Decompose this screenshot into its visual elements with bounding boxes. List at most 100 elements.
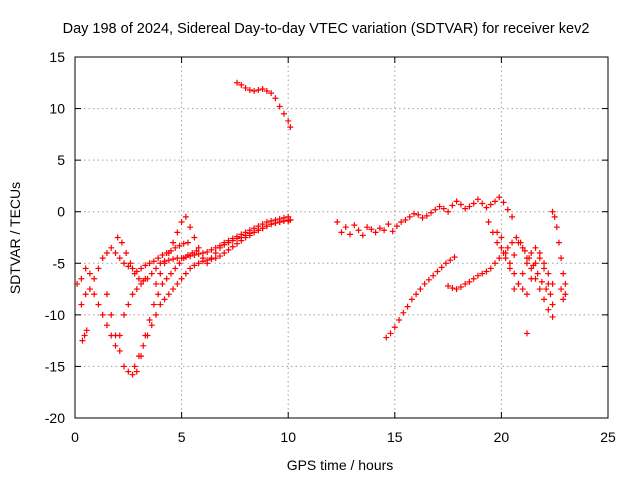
data-point: [449, 285, 456, 292]
x-tick-label: 5: [178, 429, 186, 445]
data-point: [95, 301, 102, 308]
data-point: [515, 280, 522, 287]
data-point: [172, 265, 179, 272]
data-point: [195, 244, 202, 251]
data-point: [276, 103, 283, 110]
data-point: [91, 291, 98, 298]
data-point: [549, 280, 556, 287]
data-point: [474, 196, 481, 203]
data-point: [432, 206, 439, 213]
data-point: [170, 286, 177, 293]
data-point: [457, 201, 464, 208]
data-point: [385, 221, 392, 228]
data-point: [421, 280, 428, 287]
data-point: [259, 221, 266, 228]
data-points: [74, 79, 569, 378]
data-point: [74, 280, 81, 287]
data-point: [547, 291, 554, 298]
axes: [74, 56, 609, 419]
series-trace-g: [153, 213, 292, 287]
data-point: [125, 368, 132, 375]
data-point: [376, 225, 383, 232]
data-point: [204, 248, 211, 255]
data-point: [157, 301, 164, 308]
data-point: [492, 260, 499, 267]
data-point: [216, 244, 223, 251]
data-point: [208, 255, 215, 262]
data-point: [402, 216, 409, 223]
data-point: [428, 209, 435, 216]
data-point: [541, 260, 548, 267]
x-tick-label: 0: [71, 429, 79, 445]
data-point: [129, 265, 136, 272]
data-point: [447, 257, 454, 264]
data-point: [225, 237, 232, 244]
data-point: [536, 255, 543, 262]
data-point: [153, 280, 160, 287]
data-point: [229, 243, 236, 250]
data-point: [123, 249, 130, 256]
data-point: [268, 90, 275, 97]
data-point: [182, 213, 189, 220]
series-trace-p: [523, 330, 530, 337]
data-point: [146, 317, 153, 324]
data-point: [178, 275, 185, 282]
data-point: [246, 232, 253, 239]
y-tick-label: -5: [53, 255, 66, 271]
data-point: [536, 286, 543, 293]
x-tick-label: 15: [387, 429, 403, 445]
data-point: [193, 247, 200, 254]
series-trace-j: [383, 254, 458, 341]
data-point: [500, 199, 507, 206]
data-point: [470, 275, 477, 282]
data-point: [208, 246, 215, 253]
y-axis-label: SDTVAR / TECUs: [7, 182, 23, 294]
data-point: [99, 311, 106, 318]
data-point: [133, 368, 140, 375]
data-point: [83, 327, 90, 334]
data-point: [131, 363, 138, 370]
data-point: [287, 216, 294, 223]
data-point: [150, 258, 157, 265]
data-point: [153, 311, 160, 318]
data-point: [195, 260, 202, 267]
data-point: [532, 275, 539, 282]
data-point: [263, 88, 270, 95]
data-point: [532, 260, 539, 267]
x-tick-label: 10: [280, 429, 296, 445]
data-point: [440, 205, 447, 212]
data-point: [146, 260, 153, 267]
data-point: [191, 252, 198, 259]
data-point: [138, 265, 145, 272]
data-point: [272, 216, 279, 223]
data-point: [285, 213, 292, 220]
data-point: [483, 204, 490, 211]
series-trace-o: [549, 208, 569, 303]
data-point: [396, 317, 403, 324]
data-point: [523, 260, 530, 267]
data-point: [155, 291, 162, 298]
data-point: [187, 253, 194, 260]
data-point: [234, 79, 241, 86]
data-point: [159, 252, 166, 259]
data-point: [553, 224, 560, 231]
data-point: [387, 330, 394, 337]
data-point: [558, 255, 565, 262]
data-point: [541, 265, 548, 272]
data-point: [502, 255, 509, 262]
data-point: [79, 337, 86, 344]
data-point: [167, 270, 174, 277]
data-point: [135, 275, 142, 282]
data-point: [415, 211, 422, 218]
data-point: [391, 324, 398, 331]
data-point: [523, 291, 530, 298]
data-point: [383, 334, 390, 341]
data-point: [108, 244, 115, 251]
data-point: [95, 265, 102, 272]
data-point: [116, 347, 123, 354]
data-point: [121, 260, 128, 267]
data-point: [121, 363, 128, 370]
data-point: [135, 353, 142, 360]
data-point: [238, 231, 245, 238]
